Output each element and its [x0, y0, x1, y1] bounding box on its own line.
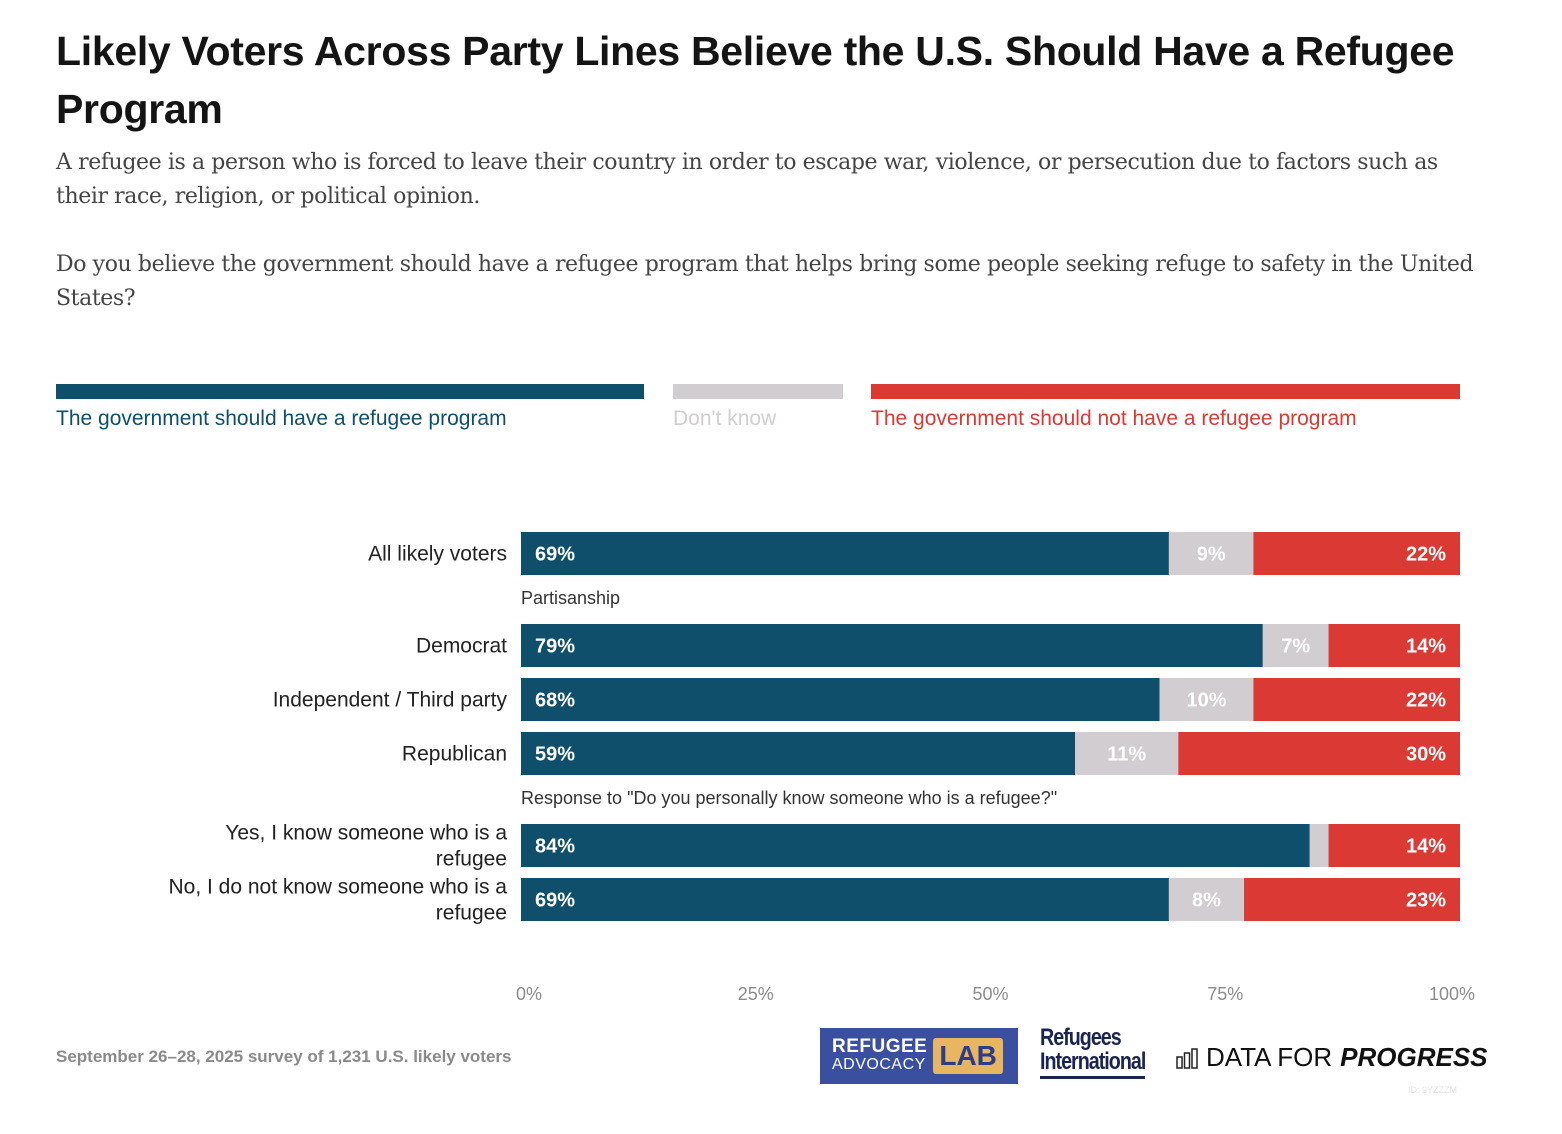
- value-label: 22%: [1406, 690, 1446, 712]
- value-label: 79%: [535, 636, 575, 658]
- x-tick-label: 50%: [972, 984, 1008, 1004]
- x-tick-label: 25%: [738, 984, 774, 1004]
- bar-segment-should-have: [521, 532, 1169, 575]
- bar-chart-icon: [1176, 1047, 1198, 1069]
- survey-note: September 26–28, 2025 survey of 1,231 U.…: [56, 1047, 512, 1066]
- value-label: 11%: [1107, 744, 1146, 766]
- category-label: Yes, I know someone who is a refugee: [225, 822, 507, 871]
- bar-segment-should-not-have: [1253, 532, 1460, 575]
- legend-item-dont-know: Don't know: [673, 384, 843, 434]
- bar-segment-dont-know: [1159, 678, 1254, 721]
- bar-segment-dont-know: [1168, 878, 1245, 921]
- ri-logo-line2: International: [1040, 1048, 1146, 1075]
- bar-segment-should-have: [521, 824, 1310, 867]
- dfp-logo-bold: PROGRESS: [1340, 1042, 1488, 1072]
- value-label: 84%: [535, 836, 575, 858]
- legend-item-should-not-have: The government should not have a refugee…: [871, 384, 1460, 434]
- bar-segment-dont-know: [1075, 732, 1179, 775]
- bar-segment-should-not-have: [1253, 678, 1460, 721]
- bar-segment-should-not-have: [1328, 624, 1460, 667]
- group-label: Response to "Do you personally know some…: [521, 788, 1057, 808]
- category-label: Independent / Third party: [273, 689, 508, 712]
- value-label: 68%: [535, 690, 575, 712]
- value-label: 22%: [1406, 544, 1446, 566]
- value-label: 7%: [1281, 636, 1310, 658]
- bar-segment-should-have: [521, 878, 1169, 921]
- category-label: Democrat: [416, 635, 507, 658]
- legend-label-dont-know: Don't know: [673, 407, 777, 430]
- legend-label-should-have: The government should have a refugee pro…: [56, 407, 507, 430]
- ral-logo-top: REFUGEE: [832, 1036, 928, 1057]
- value-label: 23%: [1406, 890, 1446, 912]
- bar-segment-dont-know: [1309, 824, 1329, 867]
- legend-item-should-have: The government should have a refugee pro…: [56, 384, 644, 434]
- group-label: Partisanship: [521, 588, 620, 608]
- value-label: 69%: [535, 890, 575, 912]
- ral-logo-lab: LAB: [933, 1038, 1003, 1074]
- bar-segment-should-have: [521, 678, 1160, 721]
- legend-swatch-should-not-have: [871, 384, 1460, 399]
- bar-segment-dont-know: [1168, 532, 1254, 575]
- refugee-advocacy-lab-logo: REFUGEE ADVOCACY LAB: [820, 1028, 1018, 1084]
- refugee-definition: A refugee is a person who is forced to l…: [56, 150, 1438, 209]
- legend-swatch-should-have: [56, 384, 644, 399]
- bar-segment-should-not-have: [1328, 824, 1460, 867]
- chart-title: Likely Voters Across Party Lines Believe…: [56, 28, 1455, 132]
- x-tick-label: 75%: [1207, 984, 1243, 1004]
- bar-segment-should-have: [521, 624, 1263, 667]
- value-label: 30%: [1406, 744, 1446, 766]
- category-label: All likely voters: [368, 543, 507, 566]
- data-for-progress-logo: DATA FOR PROGRESS: [1176, 1042, 1488, 1073]
- chart-subtitle: A refugee is a person who is forced to l…: [56, 146, 1476, 350]
- value-label: 8%: [1192, 890, 1221, 912]
- ri-logo-line1: Refugees: [1040, 1024, 1122, 1051]
- x-tick-label: 100%: [1429, 984, 1475, 1004]
- bar-segment-dont-know: [1262, 624, 1329, 667]
- value-label: 69%: [535, 544, 575, 566]
- legend-swatch-dont-know: [673, 384, 843, 399]
- category-label: No, I do not know someone who is a refuge…: [168, 876, 507, 925]
- survey-question: Do you believe the government should hav…: [56, 252, 1474, 311]
- value-label: 10%: [1186, 690, 1226, 712]
- value-label: 14%: [1406, 636, 1446, 658]
- bar-segment-should-not-have: [1178, 732, 1460, 775]
- category-label: Republican: [402, 743, 507, 766]
- bar-segment-should-have: [521, 732, 1076, 775]
- legend-label-should-not-have: The government should not have a refugee…: [871, 407, 1357, 430]
- value-label: 59%: [535, 744, 575, 766]
- value-label: 9%: [1197, 544, 1226, 566]
- value-label: 14%: [1406, 836, 1446, 858]
- refugees-international-logo: Refugees International: [1040, 1024, 1146, 1079]
- dfp-logo-regular: DATA FOR: [1206, 1042, 1333, 1072]
- ral-logo-bottom: ADVOCACY: [832, 1056, 926, 1073]
- bar-segment-should-not-have: [1244, 878, 1460, 921]
- x-tick-label: 0%: [516, 984, 542, 1004]
- chart-id: ID: 9YZZZM: [1408, 1085, 1457, 1095]
